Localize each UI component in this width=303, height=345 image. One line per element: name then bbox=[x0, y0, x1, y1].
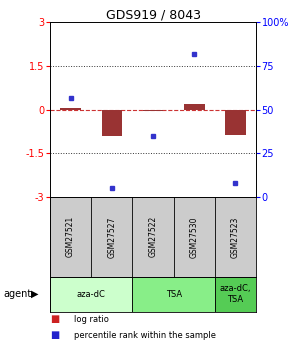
Text: ■: ■ bbox=[50, 314, 59, 324]
Text: log ratio: log ratio bbox=[74, 315, 109, 324]
Text: GSM27521: GSM27521 bbox=[66, 216, 75, 257]
Bar bbox=[215, 277, 256, 312]
Text: percentile rank within the sample: percentile rank within the sample bbox=[74, 331, 216, 340]
Text: aza-dC,
TSA: aza-dC, TSA bbox=[220, 284, 251, 304]
Text: ▶: ▶ bbox=[31, 289, 38, 299]
Bar bbox=[143, 110, 163, 111]
Title: GDS919 / 8043: GDS919 / 8043 bbox=[105, 8, 201, 21]
Text: TSA: TSA bbox=[165, 289, 182, 298]
Bar bbox=[102, 110, 122, 136]
Text: aza-dC: aza-dC bbox=[77, 289, 106, 298]
Bar bbox=[225, 110, 246, 135]
Bar bbox=[184, 104, 205, 110]
Bar bbox=[50, 277, 132, 312]
Text: GSM27523: GSM27523 bbox=[231, 216, 240, 257]
Text: agent: agent bbox=[3, 289, 31, 299]
Bar bbox=[60, 108, 81, 110]
Text: GSM27530: GSM27530 bbox=[190, 216, 199, 258]
Text: ■: ■ bbox=[50, 330, 59, 340]
Text: GSM27527: GSM27527 bbox=[107, 216, 116, 257]
Text: GSM27522: GSM27522 bbox=[148, 216, 158, 257]
Bar bbox=[132, 277, 215, 312]
